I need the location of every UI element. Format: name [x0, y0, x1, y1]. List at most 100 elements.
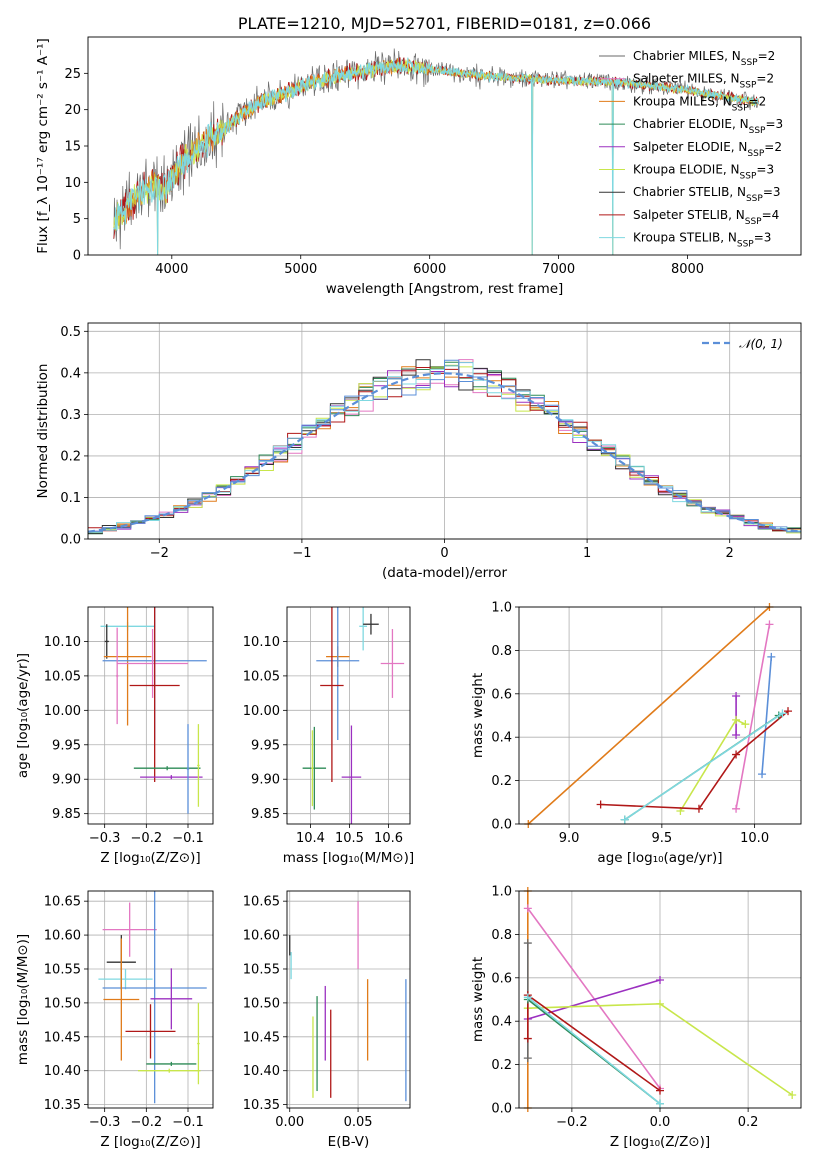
- weight-marker: [732, 691, 741, 700]
- x-axis-label: Z [log₁₀(Z/Z⊙)]: [100, 850, 200, 866]
- age-vs-mass-panel: 10.4 10.5 10.6 9.85 9.90 9.95 10.00 10.05 10.10 m…: [243, 606, 414, 866]
- x-tick-label: −0.3: [89, 1115, 121, 1130]
- axes-frame: [286, 606, 411, 825]
- weight-series: [527, 607, 771, 824]
- y-tick-label: 0.4: [491, 731, 512, 746]
- chart-title: PLATE=1210, MJD=52701, FIBERID=0181, z=0…: [238, 14, 651, 33]
- y-tick-label: 10.50: [243, 996, 280, 1011]
- axes-frame: [87, 890, 214, 1109]
- weight-series: [761, 656, 773, 775]
- y-tick-label: 9.90: [52, 773, 81, 788]
- legend-label: Salpeter ELODIE, NSSP=2: [633, 140, 782, 159]
- weight-marker: [732, 750, 741, 759]
- legend-label: Kroupa MILES, NSSP=2: [633, 94, 766, 113]
- weight-marker: [732, 731, 741, 740]
- weight-series: [527, 993, 661, 1092]
- y-tick-label: 1.0: [491, 885, 512, 900]
- x-axis-label: E(B-V): [328, 1134, 370, 1150]
- x-tick-label: 6000: [413, 262, 446, 277]
- y-tick-label: 9.95: [52, 738, 81, 753]
- weight-marker: [596, 800, 605, 809]
- x-tick-label: 0.2: [738, 1115, 759, 1130]
- weight-marker: [765, 620, 774, 629]
- weight-vs-z-panel: −0.2 0.0 0.2 0.0 0.2 0.4 0.6 0.8 1.0 Z [log₁₀(Z/Z…: [470, 885, 802, 1150]
- x-tick-label: 0.0: [650, 1115, 671, 1130]
- x-tick-label: −1: [292, 546, 311, 561]
- weight-marker: [523, 939, 532, 948]
- weight-vs-age-panel: 9.0 9.5 10.0 0.0 0.2 0.4 0.6 0.8 1.0 age [log₁₀(a…: [470, 601, 802, 866]
- x-tick-label: 5000: [284, 262, 317, 277]
- x-axis-label: mass [log₁₀(M/M⊙)]: [283, 850, 414, 866]
- weight-series: [624, 712, 783, 821]
- axes-frame: [87, 606, 214, 825]
- y-tick-label: 9.90: [251, 773, 280, 788]
- axes-frame: [286, 890, 411, 1109]
- x-tick-label: −0.1: [172, 1115, 204, 1130]
- legend: Chabrier MILES, NSSP=2 Salpeter MILES, NS…: [599, 49, 783, 250]
- x-tick-label: 10.5: [335, 831, 364, 846]
- y-tick-label: 10.00: [243, 704, 280, 719]
- legend-label: Chabrier ELODIE, NSSP=3: [633, 117, 783, 136]
- x-tick-label: −0.1: [172, 831, 204, 846]
- weight-marker: [656, 1086, 664, 1095]
- y-tick-label: 10.10: [44, 635, 81, 650]
- mass-vs-z-panel: −0.3 −0.2 −0.1 10.35 10.40 10.45 10.50 10.55 10.…: [15, 890, 214, 1150]
- y-tick-label: 0.3: [60, 408, 81, 423]
- y-tick-label: 0.8: [491, 644, 512, 659]
- y-axis-label: mass weight: [470, 957, 486, 1042]
- weight-marker: [620, 815, 629, 824]
- y-tick-label: 10.45: [44, 1030, 81, 1045]
- legend-label: Chabrier STELIB, NSSP=3: [633, 185, 781, 204]
- y-tick-label: 10.55: [243, 962, 280, 977]
- y-tick-label: 10.60: [44, 929, 81, 944]
- mass-vs-ebv-panel: 0.00 0.05 10.35 10.40 10.45 10.50 10.55 10.60 10…: [243, 890, 411, 1150]
- x-tick-label: 4000: [155, 262, 188, 277]
- x-tick-label: 10.4: [296, 831, 325, 846]
- y-axis-label: age [log₁₀(age/yr)]: [15, 653, 31, 778]
- y-tick-label: 10.10: [243, 635, 280, 650]
- x-tick-label: 8000: [671, 262, 704, 277]
- weight-marker: [778, 709, 787, 718]
- histogram-series: [88, 359, 801, 533]
- y-tick-label: 20: [64, 103, 81, 118]
- x-tick-label: 2: [726, 546, 734, 561]
- weight-marker: [732, 804, 741, 813]
- y-tick-label: 0.2: [60, 449, 81, 464]
- y-tick-label: 0.8: [491, 928, 512, 943]
- y-tick-label: 5: [73, 212, 81, 227]
- spectrum-panel: 4000 5000 6000 7000 8000 0 5 10 15 20 25 wavelength…: [35, 14, 802, 297]
- y-tick-label: 0: [73, 249, 81, 264]
- spectrum-line: [113, 57, 759, 255]
- legend-label: Salpeter MILES, NSSP=2: [633, 72, 774, 91]
- x-axis-label: (data-model)/error: [382, 565, 508, 581]
- weight-marker: [656, 975, 664, 984]
- weight-series: [527, 996, 661, 1105]
- weight-marker: [741, 720, 750, 729]
- x-tick-label: 9.0: [559, 831, 580, 846]
- y-axis-label: Normed distribution: [35, 364, 51, 499]
- x-tick-label: 7000: [542, 262, 575, 277]
- x-tick-label: 0: [440, 546, 448, 561]
- y-tick-label: 10: [64, 176, 81, 191]
- weight-marker: [694, 804, 703, 813]
- weight-series: [527, 979, 661, 1020]
- y-tick-label: 9.85: [251, 807, 280, 822]
- y-tick-label: 0.2: [491, 774, 512, 789]
- y-tick-label: 0.0: [491, 1102, 512, 1117]
- y-tick-label: 0.2: [491, 1058, 512, 1073]
- weight-marker: [523, 1054, 532, 1063]
- x-tick-label: −2: [150, 546, 169, 561]
- y-axis-label: mass weight: [470, 673, 486, 758]
- normal-curve: [88, 372, 801, 533]
- residuals-panel: −2 −1 0 1 2 0.0 0.1 0.2 0.3 0.4 0.5 (data-model)/er…: [35, 322, 802, 581]
- x-tick-label: −0.2: [131, 1115, 163, 1130]
- x-tick-label: −0.2: [131, 831, 163, 846]
- y-tick-label: 9.95: [251, 738, 280, 753]
- x-tick-label: 0.00: [275, 1115, 304, 1130]
- x-tick-label: −0.2: [556, 1115, 588, 1130]
- y-axis-label: Flux [f_λ 10⁻¹⁷ erg cm⁻² s⁻¹ A⁻¹]: [35, 38, 51, 254]
- y-tick-label: 25: [64, 67, 81, 82]
- y-tick-label: 0.5: [60, 325, 81, 340]
- weight-marker: [732, 715, 741, 724]
